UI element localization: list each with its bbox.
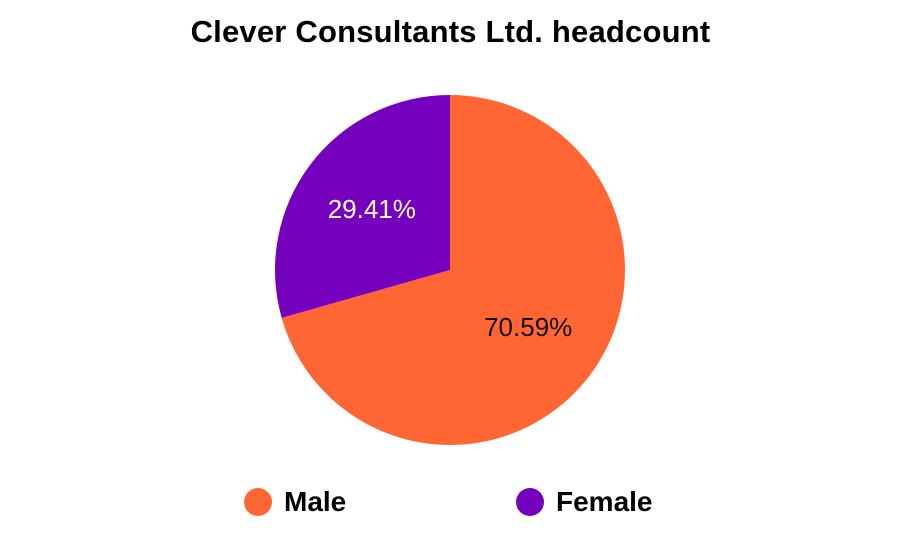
slice-label-female: 29.41%: [328, 194, 416, 224]
chart-title: Clever Consultants Ltd. headcount: [190, 14, 711, 49]
legend: Male Female: [0, 480, 901, 524]
pie-slice-female[interactable]: [275, 95, 450, 318]
pie-slice-male[interactable]: [281, 95, 625, 446]
legend-item-female[interactable]: Female: [516, 480, 653, 524]
legend-swatch-female: [516, 488, 544, 516]
legend-swatch-male: [244, 488, 272, 516]
legend-label-male: Male: [284, 486, 347, 517]
legend-item-male[interactable]: Male: [244, 480, 346, 524]
legend-label-female: Female: [556, 486, 653, 517]
slice-label-male: 70.59%: [484, 312, 572, 342]
